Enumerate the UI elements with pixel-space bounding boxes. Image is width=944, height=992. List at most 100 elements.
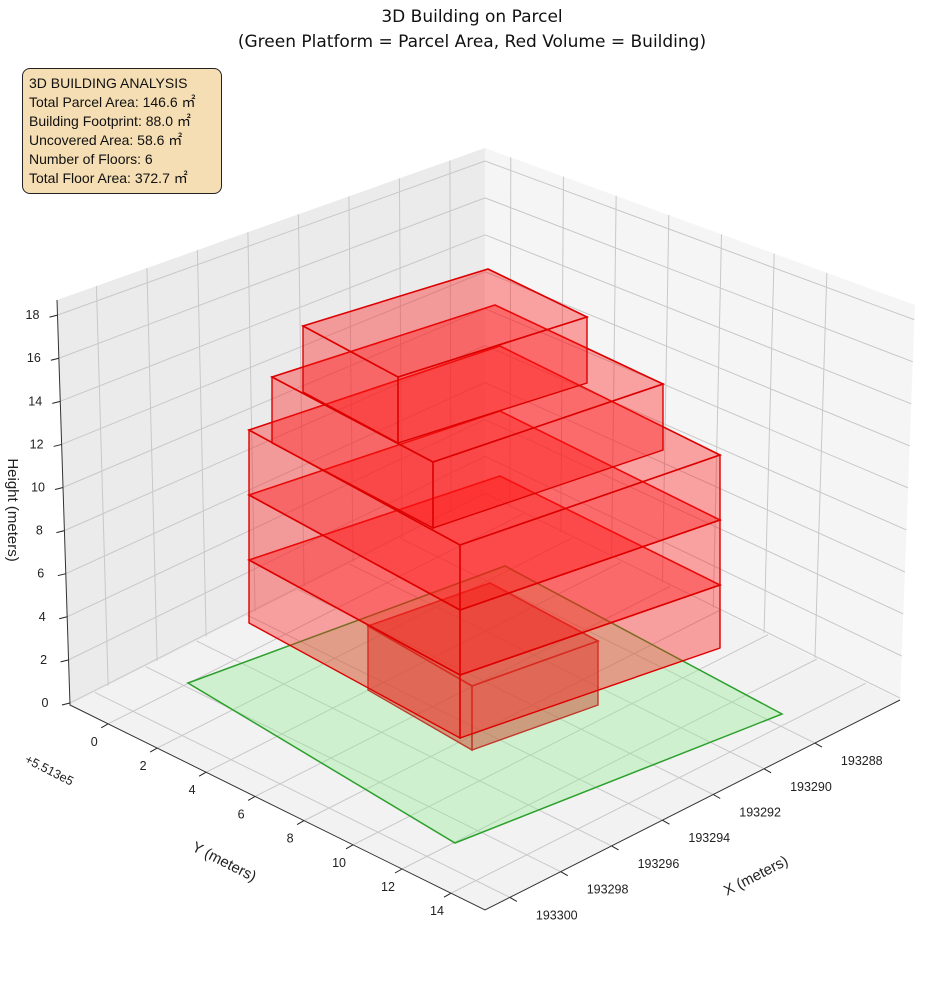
z-tick-label: 18	[26, 308, 40, 322]
x-tick-mark	[713, 794, 721, 799]
grid-line	[449, 160, 452, 513]
grid-line	[95, 286, 109, 686]
y-tick-label: 8	[287, 832, 294, 846]
x-tick-mark	[611, 845, 619, 851]
y-tick-mark	[247, 795, 256, 801]
z-tick-label: 2	[40, 653, 47, 667]
grid-line	[611, 195, 617, 558]
z-tick-mark	[50, 357, 59, 361]
grid-line	[399, 537, 816, 744]
axis-lines	[56, 299, 901, 911]
grid-line	[712, 234, 722, 608]
grid-line	[560, 176, 564, 533]
grid-line	[484, 345, 907, 531]
chart-title: 3D Building on Parcel	[381, 7, 563, 27]
y-tick-label: 2	[140, 759, 147, 773]
tick-labels: 0 2 4 6 8 10 12 14 16 18 0 2 4 6 8 10 12 14 193288 193290 19…	[26, 308, 883, 922]
z-tick-mark	[61, 702, 71, 706]
grid-line	[60, 234, 486, 402]
x-tick-label: 193296	[638, 857, 680, 871]
grid-line	[484, 197, 914, 363]
grid-line	[398, 178, 403, 538]
grid-line	[484, 271, 910, 447]
grid-line	[247, 232, 256, 612]
x-tick-mark	[814, 742, 823, 748]
grid-line	[196, 640, 612, 847]
y-tick-mark	[394, 868, 403, 874]
y-tick-mark	[198, 771, 207, 777]
info-line: Uncovered Area: 58.6 ㎡	[29, 132, 183, 148]
z-tick-mark	[56, 530, 65, 534]
z-tick-mark	[59, 616, 68, 620]
grid-line	[484, 492, 901, 699]
grid-line	[94, 691, 511, 898]
z-tick-mark	[54, 487, 64, 491]
grid-line	[58, 197, 486, 359]
z-tick-label: 0	[41, 696, 48, 710]
chart-subtitle: (Green Platform = Parcel Area, Red Volum…	[237, 32, 707, 52]
grid-line	[68, 455, 486, 661]
x-tick-mark	[662, 819, 670, 825]
grid-line	[62, 308, 486, 488]
floor-block-5-top-face	[300, 268, 590, 378]
grid-line	[509, 157, 512, 508]
info-line: Number of Floors: 6	[29, 151, 153, 167]
z-tick-label: 8	[36, 524, 43, 538]
z-tick-label: 6	[37, 567, 44, 581]
grid-line	[484, 455, 902, 657]
y-tick-mark	[100, 723, 109, 729]
grid-line	[661, 215, 670, 583]
grid-line	[65, 382, 486, 575]
x-axis-label: X (meters)	[721, 853, 791, 900]
grid-line	[484, 418, 904, 615]
grid-line	[814, 272, 828, 658]
y-tick-label: 0	[91, 735, 98, 749]
y-axis-label: Y (meters)	[189, 839, 259, 886]
y-tick-label: 6	[238, 807, 245, 821]
grid-line	[484, 308, 909, 489]
grid-line	[146, 268, 158, 661]
grid-line	[450, 682, 867, 894]
x-tick-label: 193288	[841, 754, 883, 768]
grid-line	[484, 234, 912, 405]
z-tick-label: 10	[31, 481, 45, 495]
grid-line	[484, 160, 915, 321]
x-tick-mark	[509, 896, 518, 902]
z-tick-mark	[49, 314, 58, 318]
z-tick-label: 12	[30, 437, 44, 451]
z-tick-label: 16	[27, 351, 41, 365]
x-tick-label: 193290	[790, 780, 832, 794]
z-tick-label: 4	[39, 610, 46, 624]
y-offset-label: +5.513e5	[23, 752, 76, 788]
x-tick-mark	[763, 768, 772, 774]
z-tick-mark	[53, 443, 62, 447]
grid-line	[156, 537, 573, 749]
grid-line	[401, 658, 818, 870]
y-tick-mark	[149, 747, 158, 753]
info-heading: 3D BUILDING ANALYSIS	[29, 75, 188, 91]
grid-line	[145, 666, 561, 873]
x-tick-mark	[560, 871, 568, 877]
grid-line	[196, 250, 207, 637]
z-tick-label: 14	[28, 394, 42, 408]
right-pane	[485, 148, 915, 700]
y-tick-mark	[296, 820, 305, 826]
y-tick-label: 12	[381, 880, 395, 894]
z-axis-label: Height (meters)	[4, 458, 21, 561]
info-line: Building Footprint: 88.0 ㎡	[29, 113, 191, 129]
x-tick-label: 193298	[587, 883, 629, 897]
z-tick-mark	[52, 400, 61, 404]
x-tick-label: 193300	[536, 908, 578, 922]
z-tick-mark	[60, 659, 69, 663]
grid-line	[64, 345, 486, 532]
grid-line	[348, 196, 354, 562]
y-tick-label: 10	[332, 856, 346, 870]
floor-block-3-top-face	[247, 345, 723, 546]
ground-floor-box-top-face	[366, 582, 600, 687]
grid-line	[484, 382, 906, 573]
y-tick-mark	[345, 844, 354, 850]
grid-line	[69, 492, 486, 704]
grid-line	[107, 513, 524, 725]
y-tick-mark	[443, 892, 452, 898]
